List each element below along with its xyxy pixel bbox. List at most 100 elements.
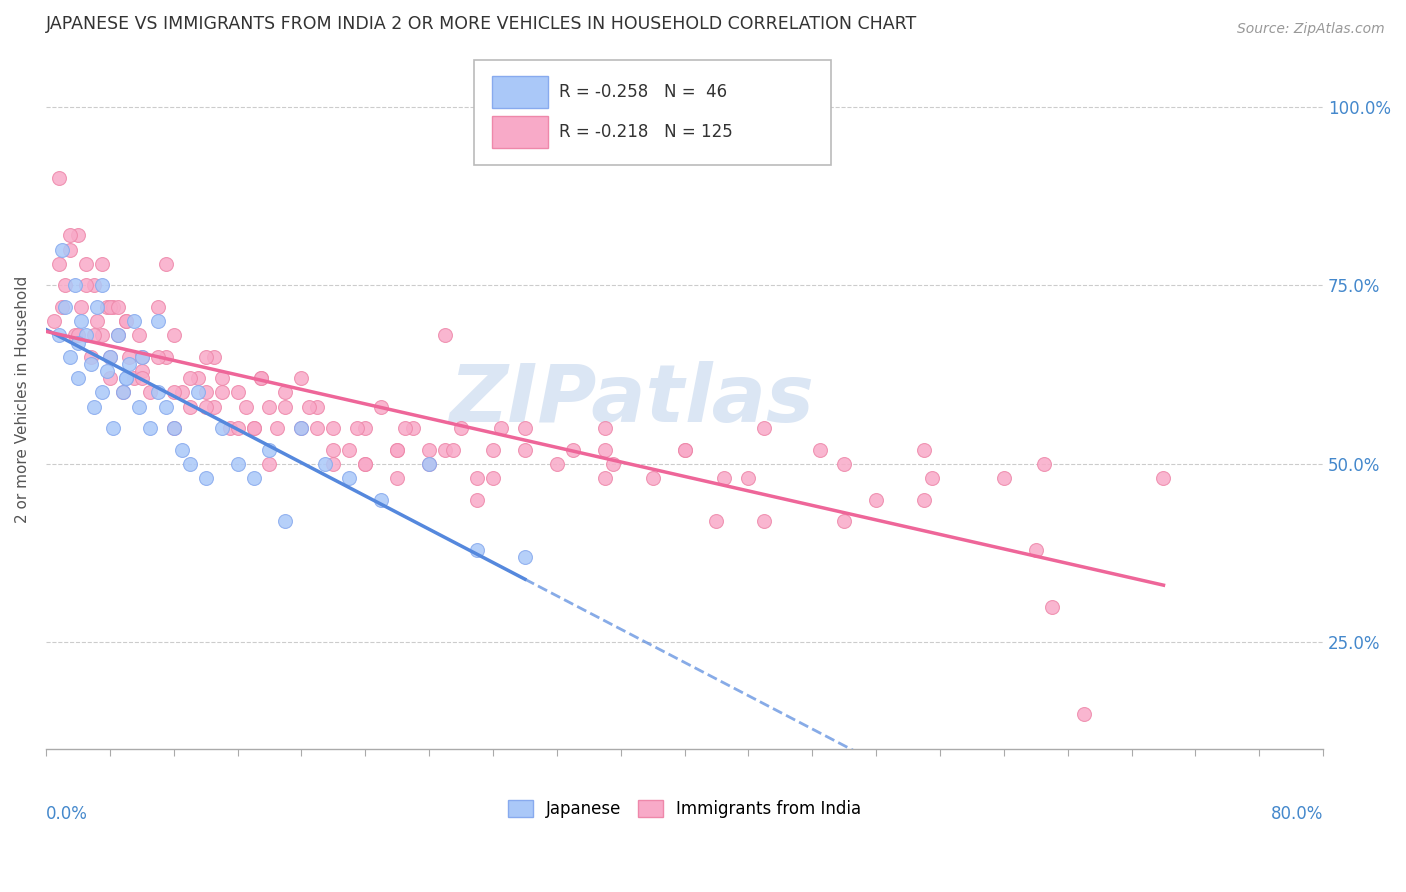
Point — [59, 350, 82, 364]
Point — [90, 257, 112, 271]
Point — [641, 471, 664, 485]
Point — [290, 371, 312, 385]
Point — [66, 228, 89, 243]
Point — [737, 471, 759, 485]
Point — [42, 314, 65, 328]
Point — [90, 328, 112, 343]
Point — [546, 457, 568, 471]
Point — [163, 385, 186, 400]
Point — [86, 300, 108, 314]
Point — [1153, 471, 1175, 485]
Text: 80.0%: 80.0% — [1271, 805, 1323, 823]
Point — [211, 371, 233, 385]
Point — [465, 492, 488, 507]
Point — [179, 400, 201, 414]
Point — [111, 385, 134, 400]
Point — [114, 314, 136, 328]
Point — [128, 400, 150, 414]
Point — [194, 400, 217, 414]
Point — [131, 350, 153, 364]
Point — [307, 421, 329, 435]
Point — [187, 371, 209, 385]
Point — [346, 421, 368, 435]
Text: las: las — [685, 360, 814, 439]
Point — [706, 514, 728, 528]
Point — [290, 421, 312, 435]
Point — [754, 421, 776, 435]
Point — [1025, 542, 1047, 557]
Point — [441, 442, 464, 457]
Point — [489, 421, 512, 435]
Point — [513, 421, 536, 435]
Point — [1040, 599, 1063, 614]
Point — [66, 371, 89, 385]
Point — [394, 421, 416, 435]
Point — [434, 442, 457, 457]
Point — [63, 328, 86, 343]
Point — [139, 421, 162, 435]
Point — [1032, 457, 1054, 471]
Point — [131, 364, 153, 378]
Point — [51, 243, 73, 257]
Point — [114, 371, 136, 385]
Point — [146, 385, 169, 400]
Text: JAPANESE VS IMMIGRANTS FROM INDIA 2 OR MORE VEHICLES IN HOUSEHOLD CORRELATION CH: JAPANESE VS IMMIGRANTS FROM INDIA 2 OR M… — [46, 15, 917, 33]
Point — [96, 364, 118, 378]
Point — [385, 471, 408, 485]
Point — [921, 471, 943, 485]
Point — [111, 385, 134, 400]
Point — [48, 171, 70, 186]
Point — [163, 328, 186, 343]
Point — [187, 385, 209, 400]
Point — [75, 328, 97, 343]
Point — [211, 421, 233, 435]
Point — [194, 385, 217, 400]
Point — [63, 278, 86, 293]
Point — [70, 300, 93, 314]
Point — [250, 371, 273, 385]
Legend: Japanese, Immigrants from India: Japanese, Immigrants from India — [501, 794, 868, 825]
FancyBboxPatch shape — [492, 76, 548, 108]
Text: R = -0.258   N =  46: R = -0.258 N = 46 — [560, 83, 727, 101]
Point — [170, 385, 193, 400]
Point — [1073, 706, 1095, 721]
Point — [865, 492, 887, 507]
Point — [385, 442, 408, 457]
Point — [242, 471, 264, 485]
Text: 0.0%: 0.0% — [46, 805, 87, 823]
Point — [118, 357, 141, 371]
Point — [561, 442, 583, 457]
Point — [70, 314, 93, 328]
Point — [354, 421, 377, 435]
Point — [107, 300, 129, 314]
Point — [370, 492, 392, 507]
Point — [593, 471, 616, 485]
Point — [434, 328, 457, 343]
Point — [513, 549, 536, 564]
Point — [832, 457, 855, 471]
Point — [75, 278, 97, 293]
Point — [832, 514, 855, 528]
Point — [370, 400, 392, 414]
Point — [482, 471, 505, 485]
Point — [66, 328, 89, 343]
Point — [266, 421, 288, 435]
Point — [593, 421, 616, 435]
Point — [96, 300, 118, 314]
Point — [83, 400, 105, 414]
Point — [307, 400, 329, 414]
Point — [139, 385, 162, 400]
Point — [163, 421, 186, 435]
Point — [402, 421, 425, 435]
Point — [235, 400, 257, 414]
Point — [912, 442, 935, 457]
Point — [322, 442, 344, 457]
Point — [128, 328, 150, 343]
Y-axis label: 2 or more Vehicles in Household: 2 or more Vehicles in Household — [15, 276, 30, 524]
FancyBboxPatch shape — [492, 116, 548, 148]
Point — [79, 350, 101, 364]
Point — [53, 300, 76, 314]
Point — [322, 421, 344, 435]
Point — [155, 400, 177, 414]
Point — [242, 421, 264, 435]
